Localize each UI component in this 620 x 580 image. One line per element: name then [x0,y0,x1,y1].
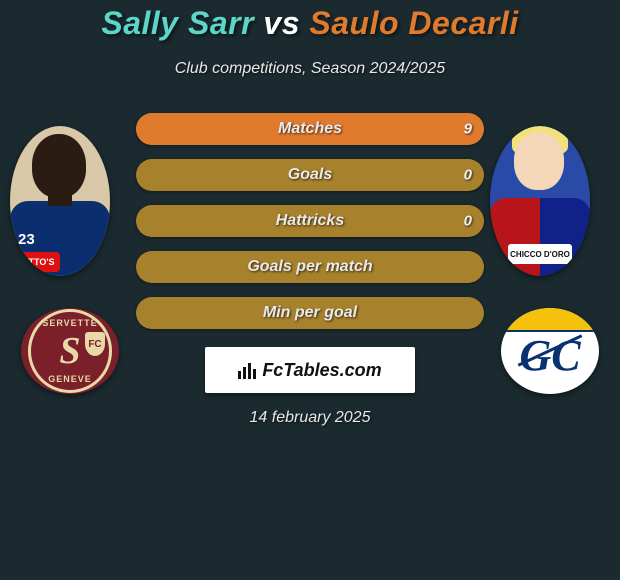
stat-label: Matches [136,120,484,138]
player1-photo: 23 OTTO'S [10,126,110,276]
subtitle: Club competitions, Season 2024/2025 [0,60,620,78]
stat-value-right: 9 [464,121,472,138]
page-title: Sally Sarr vs Saulo Decarli [0,5,620,42]
player1-club-badge: SERVETTE S FC GENEVE [21,308,119,394]
chart-icon [238,361,258,379]
player2-photo: CHICCO D'ORO [490,126,590,276]
comparison-card: Sally Sarr vs Saulo Decarli Club competi… [0,0,620,580]
player1-name: Sally Sarr [101,5,254,41]
club1-fc: FC [85,332,105,356]
stat-row: Hattricks0 [136,205,484,237]
stat-label: Goals [136,166,484,184]
branding-card: FcTables.com [205,347,415,393]
stat-value-right: 0 [464,213,472,230]
stat-row: Min per goal [136,297,484,329]
stat-label: Goals per match [136,258,484,276]
branding-label: FcTables.com [262,360,381,381]
stat-label: Min per goal [136,304,484,322]
player1-sponsor: OTTO'S [16,252,60,272]
branding-text: FcTables.com [238,360,381,381]
player2-sponsor: CHICCO D'ORO [508,244,572,264]
vs-text: vs [263,5,300,41]
stat-row: Matches9 [136,113,484,145]
club1-city: GENEVE [48,374,92,384]
club1-name: SERVETTE [42,318,97,328]
stat-value-right: 0 [464,167,472,184]
date-text: 14 february 2025 [0,409,620,427]
stat-row: Goals0 [136,159,484,191]
player2-club-badge: GC [501,308,599,394]
stat-label: Hattricks [136,212,484,230]
stat-row: Goals per match [136,251,484,283]
stats-block: Matches9Goals0Hattricks0Goals per matchM… [136,113,484,329]
player1-shirt-number: 23 [18,231,35,248]
player2-name: Saulo Decarli [309,5,518,41]
club2-initials: GC [519,330,580,381]
